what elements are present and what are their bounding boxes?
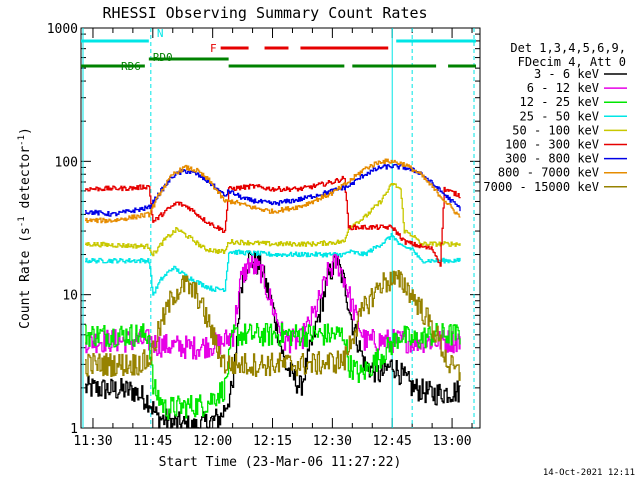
legend-entry-label: 6 - 12 keV [527, 81, 599, 95]
legend: Det 1,3,4,5,6,9,FDecim 4, Att 03 - 6 keV… [483, 41, 627, 194]
footer-timestamp: 14-Oct-2021 12:11 [543, 468, 635, 478]
x-axis-label: Start Time (23-Mar-06 11:27:22) [159, 455, 402, 470]
x-axis: 11:30 11:45 12:00 12:15 12:30 12:45 13:00 [73, 28, 473, 449]
flag-label: RD6 [121, 60, 141, 73]
series-line-5 [85, 182, 461, 257]
series-lines [85, 158, 461, 429]
series-line-6 [85, 175, 461, 267]
flag-label: RD0 [153, 51, 173, 64]
flag-label: F [210, 42, 217, 55]
x-tick-label: 13:00 [432, 434, 471, 449]
legend-header: FDecim 4, Att 0 [518, 55, 626, 69]
y-axis-label-end: ) [18, 127, 33, 135]
series-line-1 [85, 250, 461, 429]
flag-bars: N F RD0 RD6 [81, 27, 477, 73]
legend-entry-label: 100 - 300 keV [505, 138, 599, 152]
series-line-8 [85, 158, 461, 224]
x-tick-label: 11:30 [73, 434, 112, 449]
vertical-markers [82, 28, 475, 428]
x-tick-label: 12:45 [373, 434, 412, 449]
y-axis-label-main: Count Rate (s [18, 227, 33, 329]
y-tick-label: 100 [55, 155, 78, 170]
legend-entry-label: 3 - 6 keV [534, 67, 599, 81]
flag-label: N [157, 27, 164, 40]
x-tick-label: 12:15 [253, 434, 292, 449]
series-line-2 [85, 252, 461, 360]
y-axis-label: Count Rate (s-1 detector-1) [17, 127, 33, 329]
legend-entry-label: 300 - 800 keV [505, 152, 599, 166]
plot-area [80, 27, 481, 429]
y-axis-label-mid: detector [18, 146, 33, 217]
y-tick-label: 10 [62, 289, 78, 304]
y-axis-label-sup1: -1 [17, 216, 27, 227]
y-tick-label: 1 [70, 422, 78, 437]
plot-border [80, 27, 481, 429]
x-tick-label: 11:45 [133, 434, 172, 449]
chart-title: RHESSI Observing Summary Count Rates [102, 4, 427, 22]
legend-entry-label: 800 - 7000 keV [498, 166, 599, 180]
series-line-9 [85, 270, 461, 381]
y-axis: 1 10 100 1000 [47, 22, 480, 437]
x-tick-label: 12:00 [193, 434, 232, 449]
series-line-3 [85, 322, 461, 420]
legend-entry-label: 25 - 50 keV [520, 109, 599, 123]
y-tick-label: 1000 [47, 22, 78, 37]
x-tick-label: 12:30 [313, 434, 352, 449]
legend-entry-label: 12 - 25 keV [520, 95, 599, 109]
y-axis-label-sup2: -1 [17, 135, 27, 146]
legend-entry-label: 7000 - 15000 keV [483, 180, 599, 194]
legend-entry-label: 50 - 100 keV [512, 123, 599, 137]
legend-header: Det 1,3,4,5,6,9, [510, 41, 626, 55]
series-line-7 [85, 163, 461, 217]
series-line-4 [85, 232, 461, 296]
